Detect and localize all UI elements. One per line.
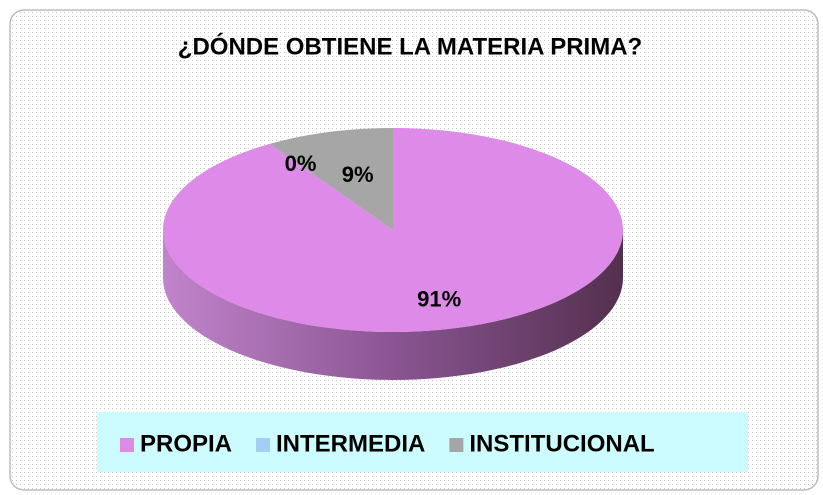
legend-label: INSTITUCIONAL — [469, 430, 654, 457]
legend-label: INTERMEDIA — [276, 430, 425, 457]
legend-label: PROPIA — [140, 430, 232, 457]
legend-box — [97, 412, 748, 472]
legend-marker — [449, 438, 464, 452]
chart-title: ¿DÓNDE OBTIENE LA MATERIA PRIMA? — [178, 32, 642, 60]
pie-slice — [269, 127, 393, 230]
data-label: 9% — [342, 162, 374, 187]
legend-marker — [256, 438, 271, 452]
data-label: 91% — [417, 286, 461, 311]
legend-marker — [120, 438, 134, 452]
pie-side — [163, 230, 623, 380]
data-label: 0% — [285, 151, 317, 176]
pie-slice — [162, 128, 623, 332]
